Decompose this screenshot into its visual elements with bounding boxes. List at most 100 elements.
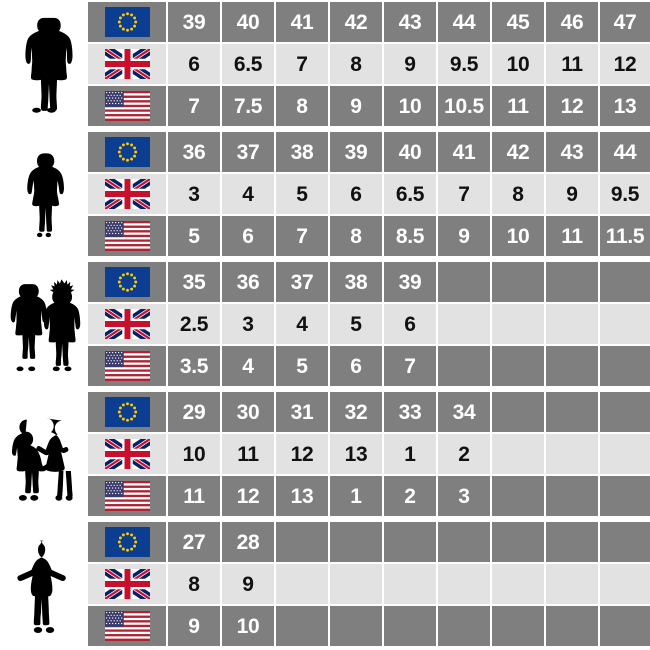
size-cell: 8.5 <box>384 216 436 256</box>
size-cell <box>330 522 382 562</box>
size-value: 10 <box>506 224 530 248</box>
size-value: 8 <box>296 94 308 118</box>
size-value: 10 <box>236 614 260 638</box>
size-cell: 40 <box>222 2 274 42</box>
size-value: 6 <box>350 182 362 206</box>
size-cell: 7 <box>438 174 490 214</box>
size-value: 27 <box>182 530 206 554</box>
us-flag-icon <box>88 86 166 126</box>
size-cell: 13 <box>330 434 382 474</box>
size-value: 44 <box>613 140 637 164</box>
size-value: 11 <box>237 442 259 466</box>
size-value: 28 <box>236 530 260 554</box>
size-value: 9.5 <box>449 52 479 76</box>
us-flag-icon <box>88 216 166 256</box>
size-cell: 11 <box>492 86 544 126</box>
size-value: 45 <box>506 10 530 34</box>
size-value: 8.5 <box>395 224 425 248</box>
size-grid-toddler: 27 28 8 9 9 10 <box>88 522 650 648</box>
size-value: 12 <box>290 442 314 466</box>
table-row: 7 7.5 8 9 10 10.5 11 12 13 <box>88 86 650 126</box>
size-cell: 40 <box>384 132 436 172</box>
woman-silhouette-icon <box>0 132 88 258</box>
size-cell: 5 <box>276 174 328 214</box>
size-value: 9.5 <box>610 182 640 206</box>
size-grid-children: 29 30 31 32 33 34 10 11 12 13 1 2 11 12 13 1 2 3 <box>88 392 650 518</box>
size-value: 3.5 <box>179 354 209 378</box>
size-cell: 2.5 <box>168 304 220 344</box>
size-cell: 11 <box>546 216 598 256</box>
size-cell: 30 <box>222 392 274 432</box>
size-cell: 10 <box>492 216 544 256</box>
size-value: 40 <box>236 10 260 34</box>
size-value: 9 <box>350 94 362 118</box>
size-cell: 11 <box>168 476 220 516</box>
size-cell: 3 <box>438 476 490 516</box>
size-value: 7 <box>404 354 416 378</box>
size-cell: 7.5 <box>222 86 274 126</box>
size-value: 31 <box>290 400 314 424</box>
size-value: 7 <box>296 52 308 76</box>
size-value: 12 <box>236 484 260 508</box>
size-value: 33 <box>398 400 422 424</box>
size-value: 29 <box>182 400 206 424</box>
size-cell <box>438 606 490 646</box>
size-value: 10.5 <box>444 94 484 118</box>
size-cell: 9 <box>222 564 274 604</box>
size-value: 44 <box>452 10 476 34</box>
size-cell: 7 <box>276 44 328 84</box>
table-row: 29 30 31 32 33 34 <box>88 392 650 432</box>
size-cell: 5 <box>276 346 328 386</box>
table-row: 5 6 7 8 8.5 9 10 11 11.5 <box>88 216 650 256</box>
size-cell: 4 <box>222 174 274 214</box>
table-row: 39 40 41 42 43 44 45 46 47 <box>88 2 650 42</box>
size-value: 41 <box>452 140 476 164</box>
size-value: 42 <box>506 140 530 164</box>
size-cell <box>330 564 382 604</box>
size-cell: 9 <box>168 606 220 646</box>
size-cell: 9 <box>330 86 382 126</box>
size-value: 11 <box>561 224 583 248</box>
size-value: 11 <box>183 484 205 508</box>
size-value: 34 <box>452 400 476 424</box>
size-cell: 9 <box>546 174 598 214</box>
size-cell <box>546 304 598 344</box>
size-value: 2 <box>458 442 470 466</box>
size-cell: 47 <box>600 2 650 42</box>
size-cell <box>600 434 650 474</box>
size-cell: 39 <box>168 2 220 42</box>
size-section-children: 29 30 31 32 33 34 10 11 12 13 1 2 11 12 13 1 2 3 <box>0 392 650 518</box>
size-cell: 29 <box>168 392 220 432</box>
size-cell <box>438 262 490 302</box>
size-cell: 6 <box>330 174 382 214</box>
size-value: 5 <box>188 224 200 248</box>
size-value: 43 <box>560 140 584 164</box>
size-cell <box>492 392 544 432</box>
size-cell: 43 <box>546 132 598 172</box>
size-value: 5 <box>350 312 362 336</box>
size-cell: 44 <box>600 132 650 172</box>
size-cell <box>546 392 598 432</box>
size-cell: 3 <box>168 174 220 214</box>
size-cell <box>600 606 650 646</box>
size-cell <box>438 346 490 386</box>
size-value: 47 <box>613 10 637 34</box>
size-value: 7.5 <box>233 94 263 118</box>
table-row: 11 12 13 1 2 3 <box>88 476 650 516</box>
size-cell <box>384 564 436 604</box>
table-row: 27 28 <box>88 522 650 562</box>
table-row: 2.5 3 4 5 6 <box>88 304 650 344</box>
size-cell: 6.5 <box>384 174 436 214</box>
size-value: 36 <box>236 270 260 294</box>
us-flag-icon <box>88 476 166 516</box>
size-cell: 8 <box>276 86 328 126</box>
size-cell <box>492 346 544 386</box>
size-cell: 42 <box>330 2 382 42</box>
size-value: 13 <box>613 94 637 118</box>
size-cell: 44 <box>438 2 490 42</box>
size-value: 2.5 <box>179 312 209 336</box>
size-value: 4 <box>296 312 308 336</box>
size-value: 11 <box>561 52 583 76</box>
size-cell: 46 <box>546 2 598 42</box>
size-value: 32 <box>344 400 368 424</box>
